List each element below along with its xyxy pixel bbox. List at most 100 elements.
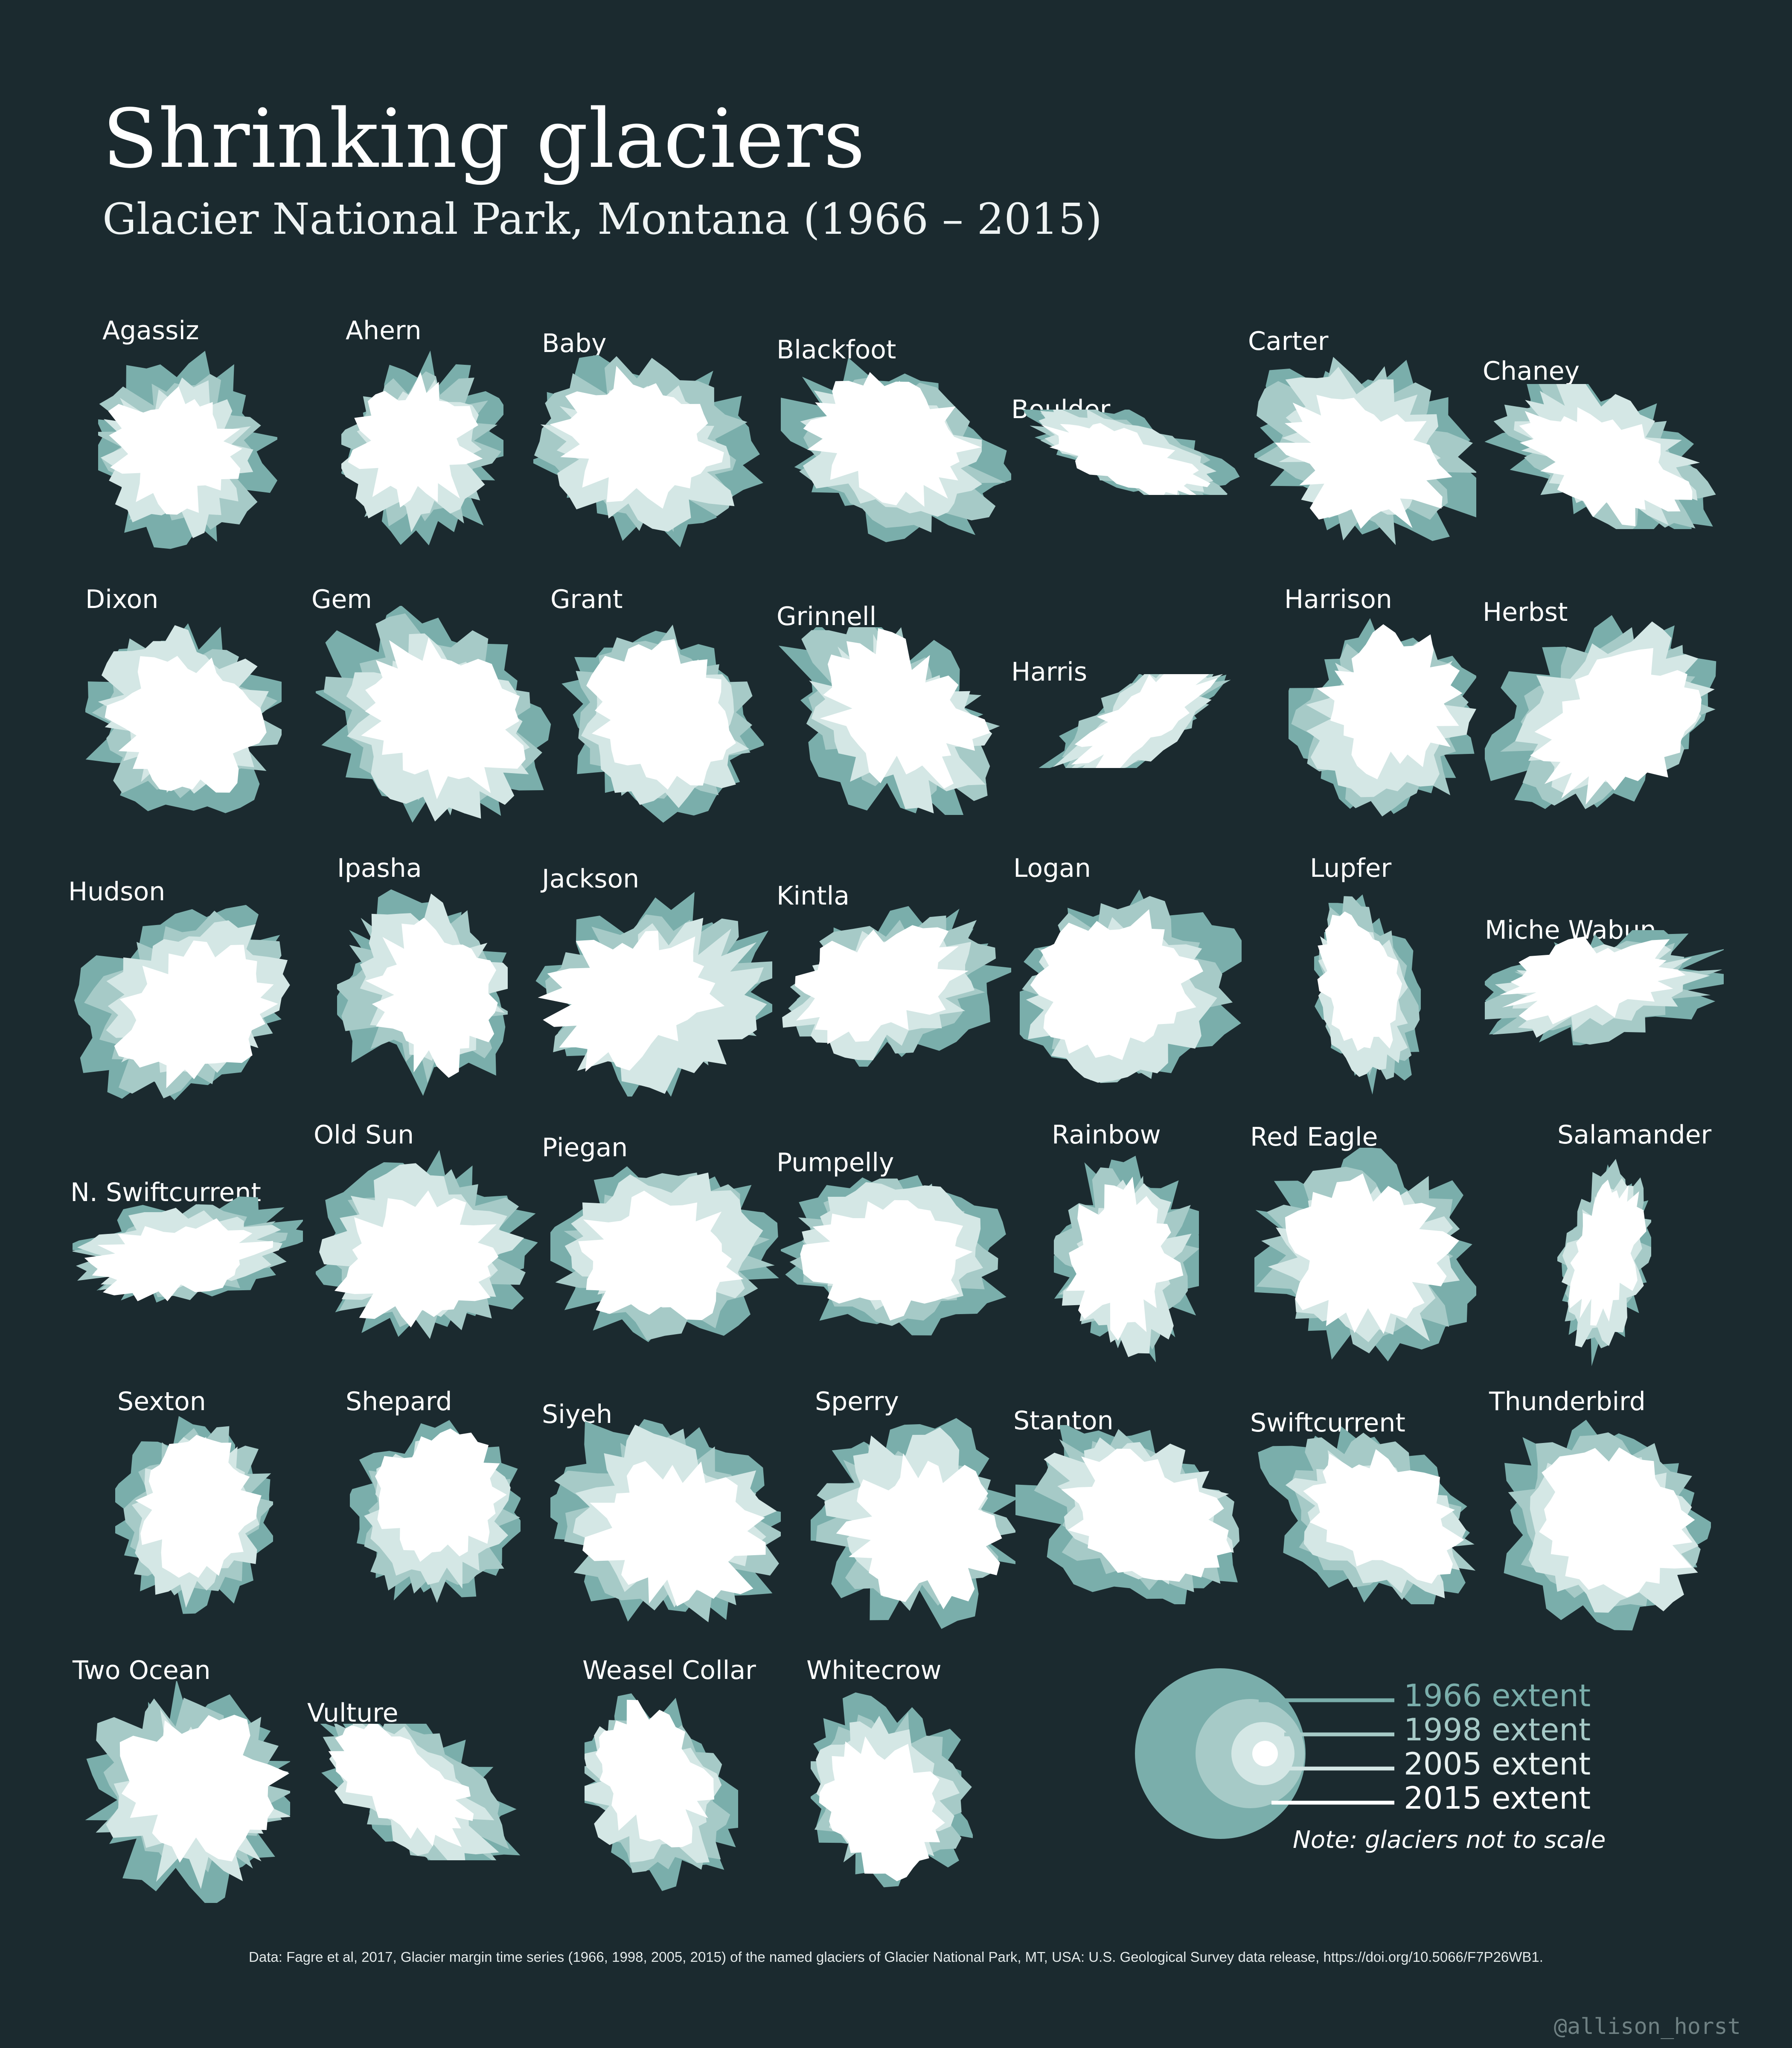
glacier-shape-dixon xyxy=(85,623,282,813)
glacier-label-ipasha: Ipasha xyxy=(337,853,422,883)
glacier-label-ahern: Ahern xyxy=(346,316,422,346)
glacier-label-rainbow: Rainbow xyxy=(1052,1120,1161,1150)
glacier-shape-gem xyxy=(316,606,551,823)
glacier-shape-carter xyxy=(1254,357,1476,545)
glacier-label-sexton: Sexton xyxy=(117,1387,206,1417)
glacier-label-logan: Logan xyxy=(1013,853,1091,883)
glacier-extent-2015 xyxy=(1530,648,1702,805)
glacier-label-herbst: Herbst xyxy=(1483,597,1568,627)
glacier-label-old-sun: Old Sun xyxy=(314,1120,414,1150)
glacier-extent-2015 xyxy=(803,372,982,507)
glacier-extent-2015 xyxy=(578,1190,744,1321)
glacier-shape-ahern xyxy=(341,350,503,546)
glacier-label-blackfoot: Blackfoot xyxy=(777,335,896,365)
glacier-label-hudson: Hudson xyxy=(68,877,166,907)
glacier-extent-2015 xyxy=(550,366,724,509)
glacier-extent-2015 xyxy=(1569,1179,1647,1326)
glacier-label-dixon: Dixon xyxy=(85,585,159,614)
glacier-shape-miche-wabun xyxy=(1485,930,1724,1045)
glacier-shape-chaney xyxy=(1485,384,1716,529)
glacier-shape-red-eagle xyxy=(1254,1148,1476,1361)
glacier-extent-2015 xyxy=(1519,407,1693,527)
glacier-shape-herbst xyxy=(1485,615,1716,809)
glacier-extent-2015 xyxy=(1274,395,1452,529)
glacier-extent-2015 xyxy=(328,1724,474,1847)
glacier-shape-rainbow xyxy=(1054,1155,1199,1363)
page-subtitle: Glacier National Park, Montana (1966 – 2… xyxy=(102,194,1103,244)
glacier-label-harrison: Harrison xyxy=(1284,585,1392,614)
glacier-shape-siyeh xyxy=(550,1419,781,1623)
glacier-extent-2015 xyxy=(1285,1173,1459,1334)
glacier-extent-2015 xyxy=(1303,1449,1464,1584)
glacier-label-harris: Harris xyxy=(1011,657,1088,687)
glacier-label-agassiz: Agassiz xyxy=(102,316,199,346)
glacier-extent-2015 xyxy=(375,1428,507,1562)
glacier-extent-2015 xyxy=(595,1699,714,1847)
glacier-shape-sexton xyxy=(115,1416,273,1614)
glacier-extent-2015 xyxy=(119,1715,290,1863)
glacier-extent-2015 xyxy=(1499,936,1686,1024)
glacier-label-weasel-collar: Weasel Collar xyxy=(582,1655,756,1685)
glacier-extent-2015 xyxy=(135,1434,262,1578)
page-title: Shrinking glaciers xyxy=(102,92,866,186)
glacier-label-thunderbird: Thunderbird xyxy=(1489,1387,1646,1417)
glacier-label-grinnell: Grinnell xyxy=(777,602,877,631)
glacier-extent-2015 xyxy=(1030,909,1204,1060)
legend-label-1998: 1998 extent xyxy=(1404,1712,1591,1748)
glacier-extent-2015 xyxy=(1316,624,1463,780)
legend-label-2005: 2005 extent xyxy=(1404,1746,1591,1782)
glacier-extent-2015 xyxy=(1066,1176,1184,1341)
glacier-label-sperry: Sperry xyxy=(815,1387,899,1417)
legend-label-1966: 1966 extent xyxy=(1404,1678,1591,1713)
glacier-shape-two-ocean xyxy=(85,1681,290,1903)
glacier-shape-jackson xyxy=(535,892,772,1097)
glacier-label-kintla: Kintla xyxy=(777,881,850,911)
glacier-shape-harrison xyxy=(1289,618,1476,817)
glacier-shape-salamander xyxy=(1557,1159,1651,1367)
glacier-label-gem: Gem xyxy=(311,585,372,614)
legend-note: Note: glaciers not to scale xyxy=(1293,1826,1606,1854)
glacier-label-vulture: Vulture xyxy=(307,1698,399,1728)
glacier-label-whitecrow: Whitecrow xyxy=(806,1655,942,1685)
glacier-shape-vulture xyxy=(320,1724,521,1860)
glacier-extent-2015 xyxy=(1061,1449,1232,1582)
author-credit: @allison_horst xyxy=(1553,2014,1741,2039)
glacier-extent-2015 xyxy=(820,628,990,789)
glacier-label-piegan: Piegan xyxy=(542,1133,628,1163)
glacier-extent-2015 xyxy=(1317,911,1402,1051)
glacier-shape-boulder xyxy=(1023,410,1240,495)
glacier-shape-sperry xyxy=(811,1418,1015,1629)
glacier-extent-2015 xyxy=(538,931,725,1072)
glacier-label-carter: Carter xyxy=(1248,326,1329,356)
data-source: Data: Fagre et al, 2017, Glacier margin … xyxy=(249,1949,1543,1965)
glacier-extent-2015 xyxy=(84,1218,273,1301)
glacier-label-salamander: Salamander xyxy=(1557,1120,1712,1150)
glacier-shape-hudson xyxy=(74,905,290,1100)
glacier-extent-2015 xyxy=(365,917,498,1078)
glacier-label-chaney: Chaney xyxy=(1483,356,1580,386)
glacier-label-swiftcurrent: Swiftcurrent xyxy=(1250,1408,1405,1438)
glacier-extent-2015 xyxy=(105,656,267,793)
glacier-shape-old-sun xyxy=(316,1150,538,1339)
glacier-label-jackson: Jackson xyxy=(542,864,640,894)
glacier-shape-baby xyxy=(533,355,763,547)
glacier-extent-2015 xyxy=(795,925,969,1044)
glacier-shape-piegan xyxy=(550,1166,779,1342)
glacier-shape-n-swiftcurrent xyxy=(73,1196,303,1303)
legend: 1966 extent 1998 extent 2005 extent 2015… xyxy=(1131,1668,1621,1849)
glacier-extent-2015 xyxy=(1071,674,1218,768)
glacier-shape-ipasha xyxy=(337,889,508,1096)
glacier-label-grant: Grant xyxy=(550,585,623,614)
glacier-label-lupfer: Lupfer xyxy=(1310,853,1392,883)
legend-circles xyxy=(1135,1668,1394,1839)
glacier-label-two-ocean: Two Ocean xyxy=(73,1655,211,1685)
legend-circle-2015 xyxy=(1252,1741,1278,1766)
glacier-shape-stanton xyxy=(1015,1425,1239,1604)
glacier-shape-swiftcurrent xyxy=(1258,1426,1476,1604)
glacier-shape-weasel-collar xyxy=(585,1693,738,1891)
glacier-shape-pumpelly xyxy=(781,1175,1007,1335)
glacier-extent-2015 xyxy=(361,637,526,800)
glacier-shape-blackfoot xyxy=(781,358,1011,542)
glacier-shape-kintla xyxy=(782,906,1011,1067)
glacier-extent-2015 xyxy=(819,1736,945,1882)
